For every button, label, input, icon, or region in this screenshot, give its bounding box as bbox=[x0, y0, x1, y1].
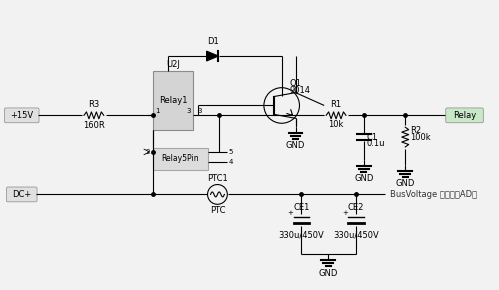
Text: R3: R3 bbox=[88, 100, 99, 109]
FancyBboxPatch shape bbox=[153, 148, 208, 170]
FancyBboxPatch shape bbox=[153, 71, 193, 130]
Text: CE1: CE1 bbox=[293, 203, 310, 212]
Text: U2J: U2J bbox=[166, 60, 180, 69]
Text: Q1: Q1 bbox=[289, 79, 301, 88]
Text: Relay5Pin: Relay5Pin bbox=[162, 154, 199, 163]
Text: Relay1: Relay1 bbox=[159, 96, 187, 105]
Text: D1: D1 bbox=[207, 37, 219, 46]
Text: R1: R1 bbox=[330, 100, 342, 109]
Text: 4: 4 bbox=[229, 159, 233, 165]
Text: 160R: 160R bbox=[83, 121, 105, 130]
Text: GND: GND bbox=[318, 269, 338, 278]
Text: C1: C1 bbox=[367, 133, 378, 142]
Text: 5: 5 bbox=[229, 149, 233, 155]
Text: 10k: 10k bbox=[328, 120, 344, 129]
Text: PTC: PTC bbox=[210, 206, 225, 215]
Text: 1: 1 bbox=[155, 108, 160, 114]
Text: BusVoltage 到单片机AD口: BusVoltage 到单片机AD口 bbox=[390, 190, 478, 199]
Text: GND: GND bbox=[354, 174, 373, 183]
Text: +15V: +15V bbox=[10, 111, 33, 120]
Text: R2: R2 bbox=[410, 126, 421, 135]
FancyBboxPatch shape bbox=[446, 108, 484, 123]
Text: 330u/450V: 330u/450V bbox=[333, 230, 379, 239]
Text: +: + bbox=[287, 210, 293, 216]
Text: 3: 3 bbox=[186, 108, 191, 114]
Text: 100k: 100k bbox=[410, 133, 431, 142]
FancyBboxPatch shape bbox=[4, 108, 39, 123]
FancyBboxPatch shape bbox=[6, 187, 37, 202]
Text: CE2: CE2 bbox=[348, 203, 364, 212]
Text: Relay: Relay bbox=[453, 111, 476, 120]
Text: GND: GND bbox=[396, 179, 415, 188]
Text: PTC1: PTC1 bbox=[207, 173, 228, 183]
Text: +: + bbox=[342, 210, 348, 216]
Text: GND: GND bbox=[286, 141, 305, 150]
Text: 2: 2 bbox=[146, 149, 150, 155]
Polygon shape bbox=[207, 51, 219, 61]
Text: 9014: 9014 bbox=[289, 86, 310, 95]
Text: 3: 3 bbox=[198, 108, 202, 114]
Text: DC+: DC+ bbox=[12, 190, 31, 199]
Text: 330u/450V: 330u/450V bbox=[278, 230, 324, 239]
Text: 0.1u: 0.1u bbox=[367, 139, 385, 148]
